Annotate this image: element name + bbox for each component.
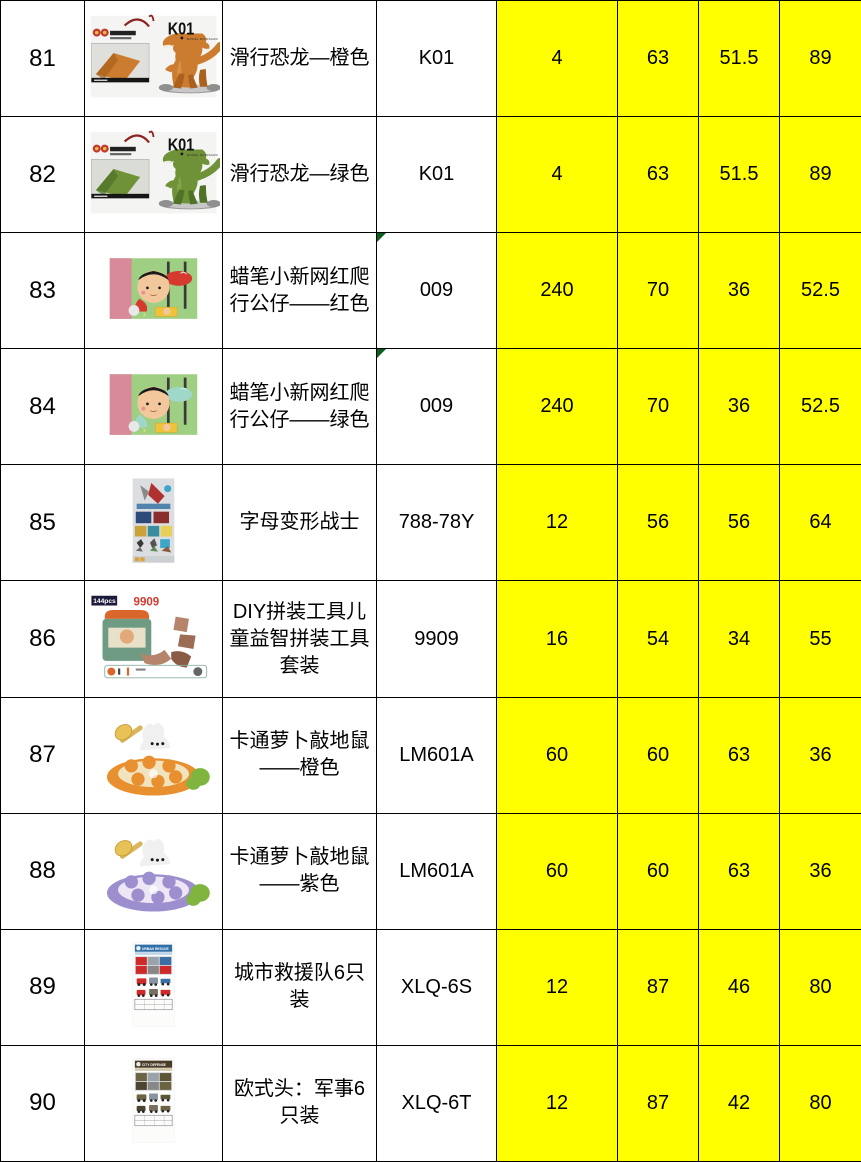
svg-text:URBAN RESCUE: URBAN RESCUE xyxy=(142,947,169,951)
svg-text:9909: 9909 xyxy=(134,596,160,608)
svg-text:K01: K01 xyxy=(168,135,195,155)
svg-text:K01: K01 xyxy=(168,19,195,39)
svg-text:144pcs: 144pcs xyxy=(93,598,116,605)
svg-text:CITY DEFENSE: CITY DEFENSE xyxy=(142,1063,167,1067)
svg-text:MODEL DINOSAUR: MODEL DINOSAUR xyxy=(187,153,219,157)
svg-text:MODEL DINOSAUR: MODEL DINOSAUR xyxy=(187,37,219,41)
